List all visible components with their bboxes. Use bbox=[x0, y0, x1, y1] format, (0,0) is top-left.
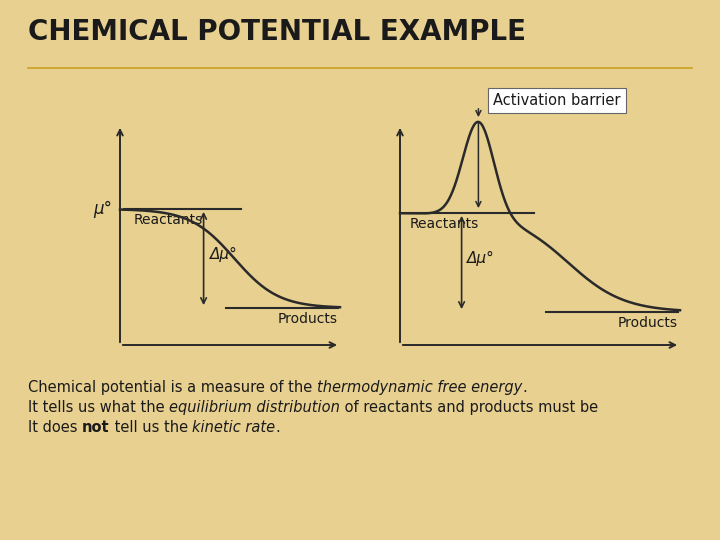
Text: Activation barrier: Activation barrier bbox=[493, 93, 621, 108]
Text: Chemical potential is a measure of the: Chemical potential is a measure of the bbox=[28, 380, 317, 395]
Text: Reactants: Reactants bbox=[410, 217, 480, 231]
Text: of reactants and products must be: of reactants and products must be bbox=[340, 400, 598, 415]
Text: thermodynamic free energy: thermodynamic free energy bbox=[317, 380, 522, 395]
Text: Products: Products bbox=[618, 316, 678, 330]
Text: equilibrium distribution: equilibrium distribution bbox=[169, 400, 340, 415]
Text: μ°: μ° bbox=[93, 200, 112, 218]
Text: Reactants: Reactants bbox=[134, 213, 203, 227]
Text: It does: It does bbox=[28, 420, 82, 435]
Text: Δμ°: Δμ° bbox=[467, 251, 495, 266]
Text: tell us the: tell us the bbox=[109, 420, 192, 435]
Text: .: . bbox=[522, 380, 527, 395]
Text: CHEMICAL POTENTIAL EXAMPLE: CHEMICAL POTENTIAL EXAMPLE bbox=[28, 18, 526, 46]
Text: not: not bbox=[82, 420, 109, 435]
Text: Δμ°: Δμ° bbox=[210, 247, 238, 262]
Text: It tells us what the: It tells us what the bbox=[28, 400, 169, 415]
Text: kinetic rate: kinetic rate bbox=[192, 420, 276, 435]
Text: .: . bbox=[276, 420, 280, 435]
Text: Products: Products bbox=[278, 312, 338, 326]
